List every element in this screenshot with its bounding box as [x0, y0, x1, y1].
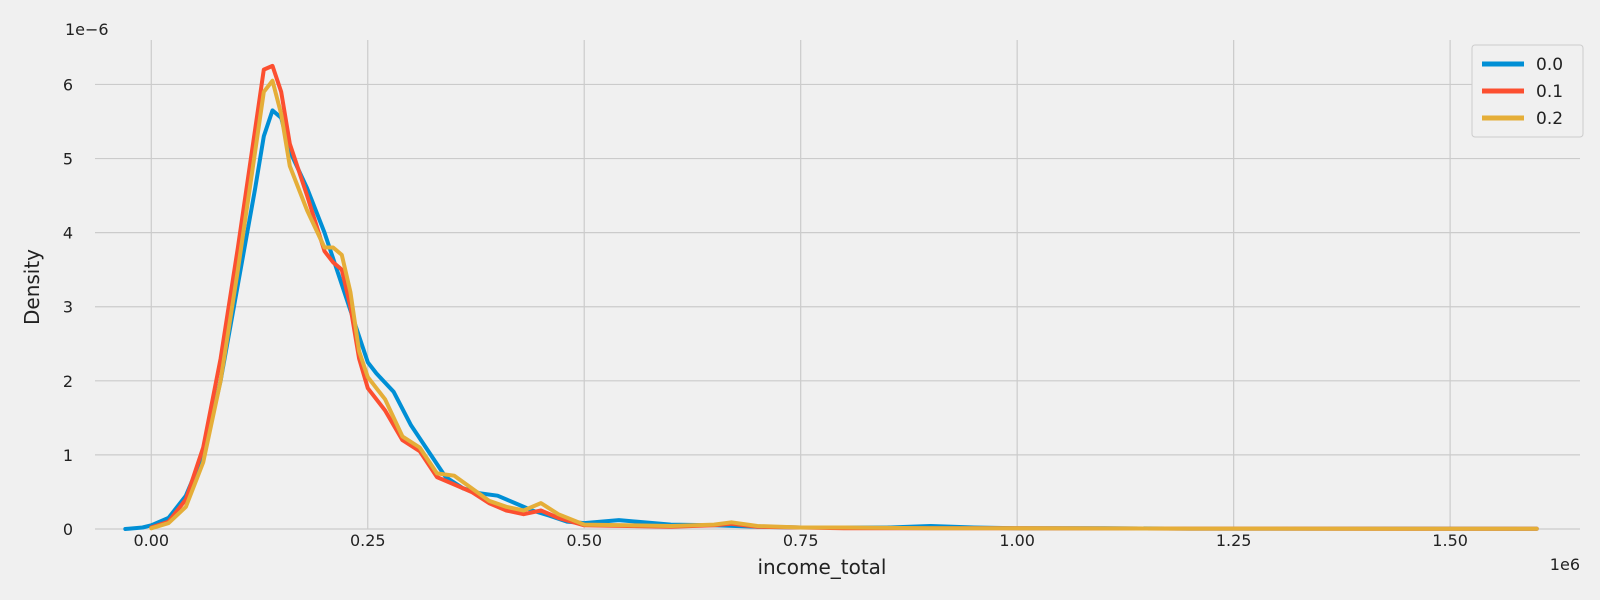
x-tick-label: 0.25	[350, 531, 386, 550]
legend: 0.0 0.1 0.2	[1471, 44, 1584, 138]
tick-layer: 0 1 2 3 4 5 6 0.00 0.25 0.50 0.75 1.00 1.25 1.50	[63, 75, 1468, 550]
density-line-1	[149, 63, 1539, 531]
y-tick-label: 0	[63, 520, 73, 539]
legend-label: 0.2	[1536, 109, 1563, 129]
legend-frame	[1471, 44, 1584, 138]
x-tick-label: 1.25	[1216, 531, 1252, 550]
density-line-2	[149, 78, 1539, 531]
series-layer	[123, 63, 1539, 531]
y-tick-label: 1	[63, 446, 73, 465]
x-tick-label: 0.50	[566, 531, 602, 550]
y-tick-label: 6	[63, 75, 73, 94]
legend-label: 0.0	[1536, 55, 1563, 75]
legend-items: 0.0 0.1 0.2	[1482, 55, 1563, 129]
x-tick-label: 1.50	[1432, 531, 1468, 550]
legend-label: 0.1	[1536, 82, 1563, 102]
y-tick-label: 4	[63, 224, 73, 243]
y-tick-label: 3	[63, 298, 73, 317]
y-tick-label: 2	[63, 372, 73, 391]
x-tick-label: 1.00	[999, 531, 1035, 550]
y-axis-label: Density	[20, 249, 44, 325]
x-axis-label: income_total	[758, 555, 887, 579]
x-tick-label: 0.75	[783, 531, 819, 550]
grid-layer	[95, 40, 1580, 530]
y-tick-label: 5	[63, 150, 73, 169]
x-tick-label: 0.00	[133, 531, 169, 550]
y-offset-label: 1e−6	[65, 20, 109, 39]
density-line-0	[123, 108, 1539, 531]
x-offset-label: 1e6	[1550, 555, 1580, 574]
